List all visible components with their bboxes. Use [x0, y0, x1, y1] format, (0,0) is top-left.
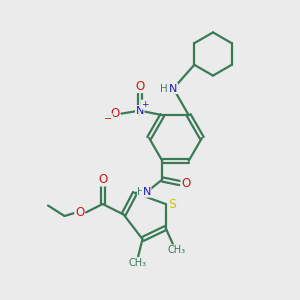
Text: S: S	[168, 197, 176, 211]
Text: O: O	[111, 107, 120, 120]
Text: H: H	[160, 83, 168, 94]
Text: N: N	[169, 83, 178, 94]
Text: O: O	[135, 80, 144, 92]
Text: N: N	[136, 106, 144, 116]
Text: N: N	[142, 187, 151, 197]
Text: CH₃: CH₃	[167, 245, 185, 255]
Text: H: H	[137, 187, 145, 197]
Text: +: +	[142, 100, 149, 109]
Text: O: O	[181, 177, 190, 190]
Text: O: O	[98, 173, 107, 186]
Text: −: −	[104, 114, 112, 124]
Text: CH₃: CH₃	[129, 257, 147, 268]
Text: O: O	[75, 206, 84, 219]
